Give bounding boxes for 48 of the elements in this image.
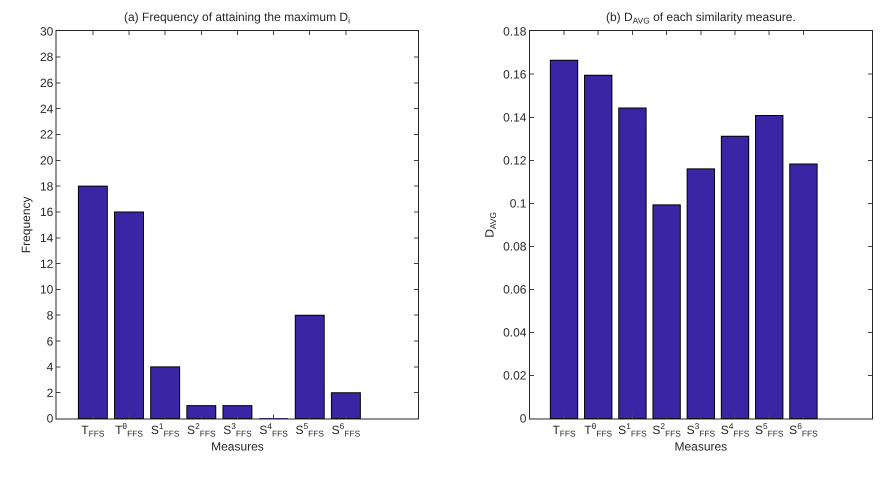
bar (755, 115, 784, 419)
y-tick-label: 0.04 (503, 326, 527, 340)
y-tick-label: 30 (40, 24, 54, 38)
bar (294, 314, 325, 419)
y-tick-label: 0.12 (503, 154, 527, 168)
chart-title: (a) Frequency of attaining the maximum D$_{i}$ (124, 10, 350, 26)
bar (330, 392, 361, 419)
bar (686, 168, 716, 419)
bar (789, 163, 818, 419)
bar (78, 186, 108, 419)
y-tick-label: 0.08 (503, 240, 527, 254)
bar (652, 204, 681, 419)
bar (114, 211, 144, 419)
y-tick-label: 26 (40, 76, 54, 90)
y-tick-label: 0.16 (503, 67, 527, 82)
y-tick-label: 0.06 (503, 282, 527, 297)
x-tick-label: T$_{FFS}$ (81, 422, 105, 438)
bar (584, 74, 612, 419)
bar (222, 405, 252, 419)
x-tick-label: T$_{FFS}$ (552, 422, 576, 438)
bar (150, 366, 180, 419)
y-tick-label: 0.18 (503, 24, 527, 38)
y-tick-label: 22 (40, 128, 54, 142)
y-tick-label: 0 (520, 412, 527, 426)
y-tick-label: 20 (40, 154, 54, 168)
x-axis-title: Measures (674, 439, 728, 454)
bar (618, 108, 647, 419)
chart-title: (b) D$_{AVG}$ of each similarity measure. (606, 10, 796, 26)
y-tick-label: 18 (40, 179, 54, 194)
y-tick-label: 6 (46, 334, 54, 348)
y-tick-label: 2 (46, 386, 54, 400)
y-axis-title: Frequency (19, 196, 34, 254)
x-axis-title: Measures (211, 439, 264, 454)
y-tick-label: 14 (40, 230, 54, 245)
y-tick-label: 0.1 (510, 196, 527, 211)
bar (720, 136, 750, 419)
bar (186, 405, 216, 419)
y-tick-label: 28 (40, 50, 54, 64)
bar (550, 60, 578, 419)
y-tick-label: 0.14 (503, 110, 527, 124)
y-tick-label: 8 (46, 308, 54, 322)
y-tick-label: 12 (40, 256, 54, 271)
y-tick-label: 0 (46, 412, 54, 426)
y-tick-label: 24 (40, 102, 54, 116)
y-tick-label: 4 (46, 360, 54, 374)
y-tick-label: 16 (40, 205, 54, 220)
y-tick-label: 10 (40, 282, 54, 297)
y-tick-label: 0.02 (503, 368, 527, 383)
